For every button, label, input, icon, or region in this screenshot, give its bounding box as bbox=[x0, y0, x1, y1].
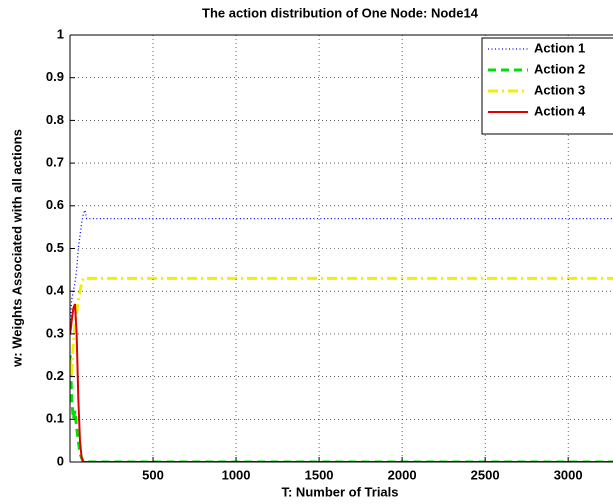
y-tick-label: 0.9 bbox=[46, 69, 64, 84]
y-tick-label: 0.7 bbox=[46, 155, 64, 170]
y-tick-label: 0.1 bbox=[46, 411, 64, 426]
chart-title: The action distribution of One Node: Nod… bbox=[202, 5, 479, 20]
series-line bbox=[70, 355, 613, 462]
x-tick-label: 1500 bbox=[305, 467, 334, 482]
y-tick-label: 0.6 bbox=[46, 197, 64, 212]
series-line bbox=[70, 207, 613, 334]
x-tick-label: 500 bbox=[142, 467, 164, 482]
y-tick-label: 0.4 bbox=[46, 283, 65, 298]
legend-label: Action 2 bbox=[534, 61, 585, 76]
legend-label: Action 4 bbox=[534, 103, 586, 118]
y-tick-label: 0.8 bbox=[46, 112, 64, 127]
series-line bbox=[70, 276, 613, 377]
plot-lines bbox=[70, 207, 613, 462]
y-tick-label: 0.5 bbox=[46, 240, 64, 255]
x-tick-label: 2000 bbox=[388, 467, 417, 482]
x-tick-label: 2500 bbox=[471, 467, 500, 482]
y-tick-label: 1 bbox=[57, 26, 64, 41]
x-axis-label: T: Number of Trials bbox=[281, 484, 398, 499]
legend-box bbox=[481, 37, 613, 135]
y-tick-label: 0 bbox=[57, 453, 64, 468]
y-axis-label: w: Weights Associated with all actions bbox=[9, 129, 24, 368]
y-tick-label: 0.3 bbox=[46, 325, 64, 340]
x-tick-label: 3000 bbox=[554, 467, 583, 482]
y-tick-label: 0.2 bbox=[46, 368, 64, 383]
legend-label: Action 1 bbox=[534, 40, 585, 55]
series-line bbox=[70, 303, 613, 462]
legend-label: Action 3 bbox=[534, 82, 585, 97]
x-tick-label: 1000 bbox=[222, 467, 251, 482]
